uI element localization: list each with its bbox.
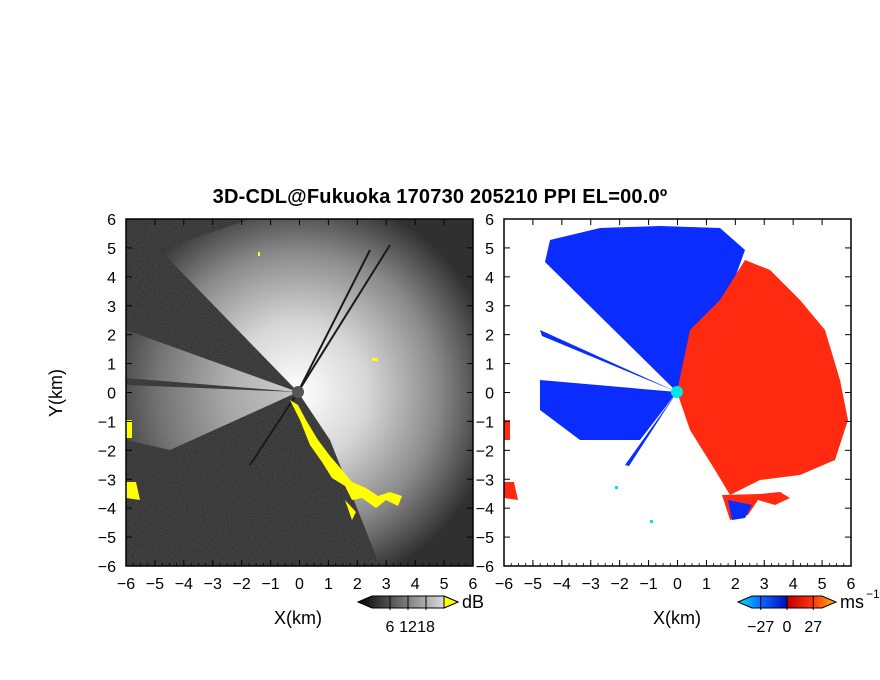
x-tick-label-right: −4 (553, 576, 571, 593)
y-tick-label-left: 1 (107, 357, 116, 374)
velocity-negative-west (540, 380, 677, 440)
y-tick-label-left: −6 (98, 559, 116, 576)
x-tick-label-right: 0 (673, 576, 682, 593)
x-tick-label-left: 6 (469, 576, 478, 593)
y-tick-label-left: 3 (107, 299, 116, 316)
y-tick-label-right: −3 (476, 472, 494, 489)
y-tick-label-right: 0 (485, 386, 494, 403)
x-tick-label-right: −5 (524, 576, 542, 593)
velocity-negative-spoke (625, 392, 677, 466)
colorbar-tick-label: 0 (783, 619, 792, 636)
x-tick-label-right: 2 (731, 576, 740, 593)
x-tick-label-right: 1 (702, 576, 711, 593)
x-tick-label-left: 2 (353, 576, 362, 593)
velocity-cyan-speck (615, 486, 618, 489)
y-tick-label-right: 1 (485, 357, 494, 374)
reflectivity-sector-main (160, 219, 473, 566)
y-tick-label-left: 5 (107, 241, 116, 258)
reflectivity-shadow-lines (249, 244, 391, 466)
y-tick-label-left: −3 (98, 472, 116, 489)
y-axis-label: Y(km) (46, 369, 66, 417)
x-tick-label-right: −6 (495, 576, 513, 593)
x-axis-label-left: X(km) (274, 608, 322, 628)
y-tick-label-right: −5 (476, 530, 494, 547)
y-tick-label-right: 4 (485, 270, 494, 287)
tick-layer (125, 218, 852, 567)
reflectivity-colorbar: dB 6 12 18 (356, 592, 484, 636)
velocity-colorbar-unit-exponent: −1 (866, 587, 880, 601)
x-tick-label-left: −1 (261, 576, 279, 593)
x-tick-label-left: −6 (117, 576, 135, 593)
y-tick-label-right: −6 (476, 559, 494, 576)
y-tick-label-left: 0 (107, 386, 116, 403)
y-tick-label-left: 6 (107, 212, 116, 229)
colorbar-tick-label: 6 (386, 619, 395, 636)
x-tick-label-left: 3 (382, 576, 391, 593)
velocity-cyan-speck (650, 520, 653, 523)
velocity-colorbar-ticks: −27 0 27 (747, 596, 822, 636)
velocity-coast-strip-blue (728, 500, 752, 520)
velocity-positive-region (677, 260, 848, 495)
velocity-negative-band (540, 330, 677, 392)
x-tick-label-right: 4 (789, 576, 798, 593)
colorbar-tick-label: 18 (417, 619, 435, 636)
velocity-colorbar-unit: ms (840, 592, 864, 612)
reflectivity-flag-regions (126, 252, 402, 520)
reflectivity-sector-west (126, 330, 298, 392)
velocity-radar-center (671, 386, 683, 398)
velocity-panel (504, 219, 851, 566)
page-title: 3D-CDL@Fukuoka 170730 205210 PPI EL=00.0… (212, 186, 668, 208)
y-tick-label-right: −2 (476, 443, 494, 460)
reflectivity-colorbar-unit: dB (462, 592, 484, 612)
velocity-colorbar: ms −1 −27 0 27 (736, 587, 880, 636)
x-tick-label-right: −1 (639, 576, 657, 593)
x-tick-label-right: −2 (611, 576, 629, 593)
y-tick-label-left: −1 (98, 414, 116, 431)
x-axis-label-right: X(km) (653, 608, 701, 628)
x-tick-label-left: −2 (233, 576, 251, 593)
x-tick-label-left: 0 (295, 576, 304, 593)
velocity-edge-south-west (504, 482, 518, 500)
reflectivity-colorbar-flag (443, 595, 460, 609)
y-tick-label-left: −4 (98, 501, 116, 518)
x-tick-label-right: −3 (582, 576, 600, 593)
y-tick-label-right: 5 (485, 241, 494, 258)
x-tick-label-left: −5 (146, 576, 164, 593)
colorbar-tick-label: −27 (747, 619, 774, 636)
reflectivity-colorbar-ticks: 6 12 18 (386, 596, 435, 636)
tick-label-layer: −6 −5 −4 −3 −2 −1 0 1 2 3 4 5 66543210−1−2−3−4−5−6−6… (98, 212, 856, 593)
x-tick-label-right: 6 (847, 576, 856, 593)
reflectivity-radar-center (292, 386, 304, 398)
x-tick-label-left: 4 (411, 576, 420, 593)
y-tick-label-left: 4 (107, 270, 116, 287)
colorbar-tick-label: 27 (804, 619, 822, 636)
x-tick-label-right: 5 (818, 576, 827, 593)
y-tick-label-right: 2 (485, 328, 494, 345)
x-tick-label-right: 3 (760, 576, 769, 593)
reflectivity-sector-south-west (126, 385, 298, 450)
x-tick-label-left: 1 (324, 576, 333, 593)
y-tick-label-right: 6 (485, 212, 494, 229)
y-tick-label-right: −1 (476, 414, 494, 431)
x-tick-label-left: −3 (204, 576, 222, 593)
velocity-edge-west (504, 420, 510, 440)
colorbar-tick-label: 12 (399, 619, 417, 636)
x-tick-label-left: −4 (175, 576, 193, 593)
y-tick-label-left: −2 (98, 443, 116, 460)
y-tick-label-right: −4 (476, 501, 494, 518)
x-tick-label-left: 5 (440, 576, 449, 593)
y-tick-label-left: 2 (107, 328, 116, 345)
reflectivity-panel (126, 219, 473, 566)
y-tick-label-right: 3 (485, 299, 494, 316)
y-tick-label-left: −5 (98, 530, 116, 547)
